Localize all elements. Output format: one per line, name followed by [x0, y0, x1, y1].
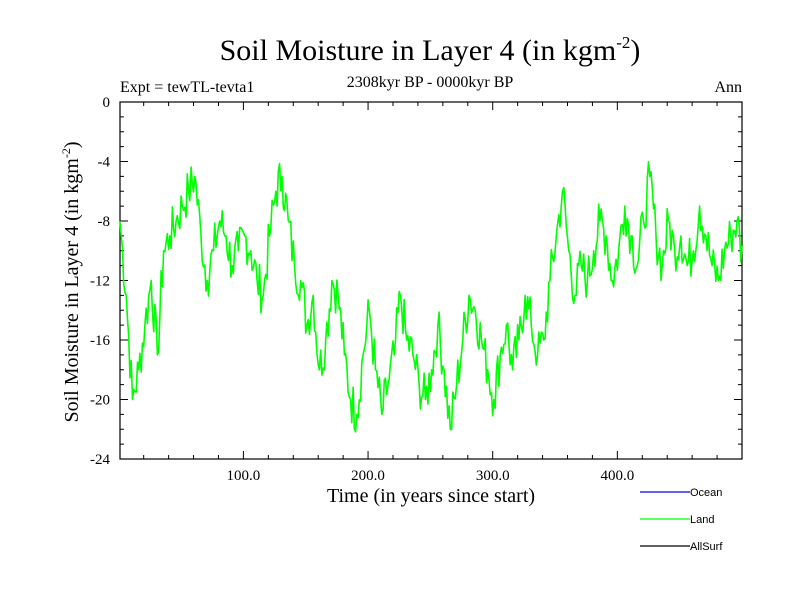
chart-title: Soil Moisture in Layer 4 (in kgm-2)	[220, 33, 641, 67]
plot-frame	[119, 101, 743, 460]
experiment-label: Expt = tewTL-tevta1	[120, 79, 254, 96]
y-axis-label: Soil Moisture in Layer 4 (in kgm-2)	[59, 141, 83, 422]
x-tick-label: 200.0	[351, 468, 385, 484]
y-tick-label: 0	[103, 95, 111, 111]
series-line-land	[119, 160, 743, 433]
x-tick-label: 100.0	[227, 468, 261, 484]
season-label: Ann	[714, 79, 742, 96]
legend-item-land: Land	[640, 514, 714, 526]
y-tick-label: -4	[98, 155, 111, 171]
legend-item-ocean: Ocean	[640, 487, 722, 499]
legend-label: AllSurf	[690, 541, 723, 553]
x-tick-label: 400.0	[600, 468, 634, 484]
y-tick-label: -8	[98, 214, 111, 230]
y-tick-label: -12	[90, 274, 110, 290]
legend-label: Ocean	[690, 487, 722, 499]
legend-item-allsurf: AllSurf	[640, 541, 723, 553]
chart-title-superscript: -2	[616, 33, 630, 52]
chart-legend: Ocean Land AllSurf	[640, 487, 723, 553]
chart-subtitle: 2308kyr BP - 0000kyr BP	[347, 74, 514, 91]
y-tick-label: -20	[90, 393, 110, 409]
y-axis-ticks: 0 -4 -8 -12 -16 -20 -24	[90, 95, 742, 468]
y-tick-label: -24	[90, 452, 110, 468]
x-tick-label: 300.0	[476, 468, 510, 484]
y-tick-label: -16	[90, 333, 110, 349]
x-axis-ticks: 100.0 200.0 300.0 400.0	[143, 102, 718, 484]
legend-label: Land	[690, 514, 714, 526]
y-axis-label-superscript: -2	[59, 148, 73, 158]
x-axis-label: Time (in years since start)	[327, 485, 535, 507]
